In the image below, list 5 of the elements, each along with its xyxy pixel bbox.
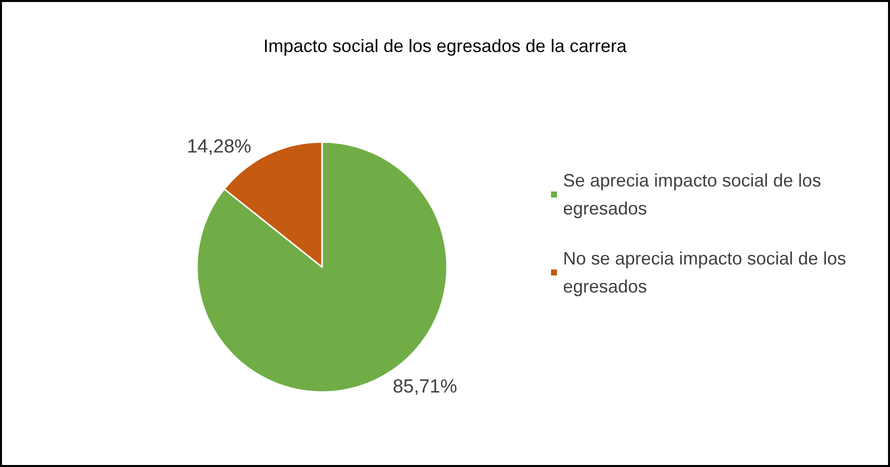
chart-title: Impacto social de los egresados de la carrera (263, 36, 628, 56)
legend-label: No se aprecia impacto social de los egresados (563, 248, 852, 296)
data-label: 14,28% (186, 136, 252, 158)
data-label: 85,71% (392, 376, 458, 398)
legend-label: Se aprecia impacto social de los egresados (563, 170, 826, 218)
